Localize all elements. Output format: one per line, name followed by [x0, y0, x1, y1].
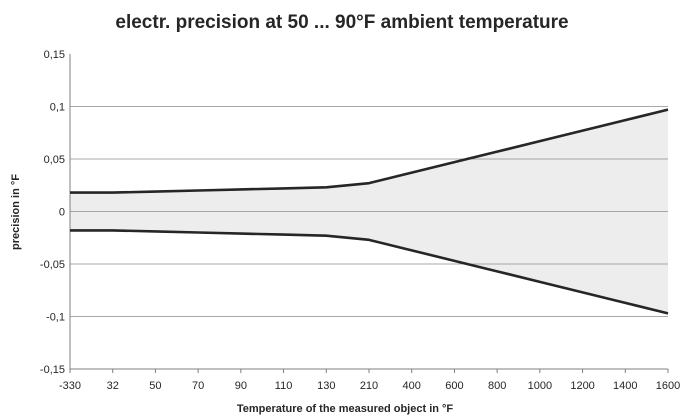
x-tick-label: 110: [275, 380, 293, 392]
y-tick-label: 0: [59, 207, 65, 219]
x-tick-label: 1600: [656, 380, 680, 392]
x-tick-label: -330: [59, 380, 81, 392]
x-tick-label: 400: [403, 380, 421, 392]
x-axis-title: Temperature of the measured object in °F: [237, 403, 454, 415]
x-tick-label: 1400: [613, 380, 637, 392]
x-tick-label: 800: [488, 380, 506, 392]
plot-area: 0,15 0,1 0,05 0 -0,05 -0,1 -0,15 -330 32 50 70 90 11…: [40, 49, 680, 392]
x-tick-label: 1200: [570, 380, 594, 392]
upper-precision-line: [70, 108, 669, 194]
x-tick-label: 210: [360, 380, 378, 392]
y-tick-label: -0,05: [40, 259, 65, 271]
x-tick-label: 600: [445, 380, 463, 392]
y-tick-label: -0,15: [40, 364, 65, 376]
chart-title: electr. precision at 50 ... 90°F ambient…: [115, 12, 568, 33]
x-tick-label: 70: [192, 380, 204, 392]
x-tick-label: 90: [235, 380, 247, 392]
x-tick-label: 50: [149, 380, 161, 392]
x-tick-label: 32: [107, 380, 119, 392]
x-tick-label: 1000: [528, 380, 552, 392]
y-tick-label: -0,1: [46, 312, 65, 324]
y-tick-label: 0,15: [44, 49, 65, 61]
y-tick-label: 0,1: [50, 102, 65, 114]
y-tick-label: 0,05: [44, 154, 65, 166]
x-tick-label: 130: [317, 380, 335, 392]
lower-precision-line: [70, 229, 669, 315]
y-axis-title: precision in °F: [10, 174, 22, 250]
